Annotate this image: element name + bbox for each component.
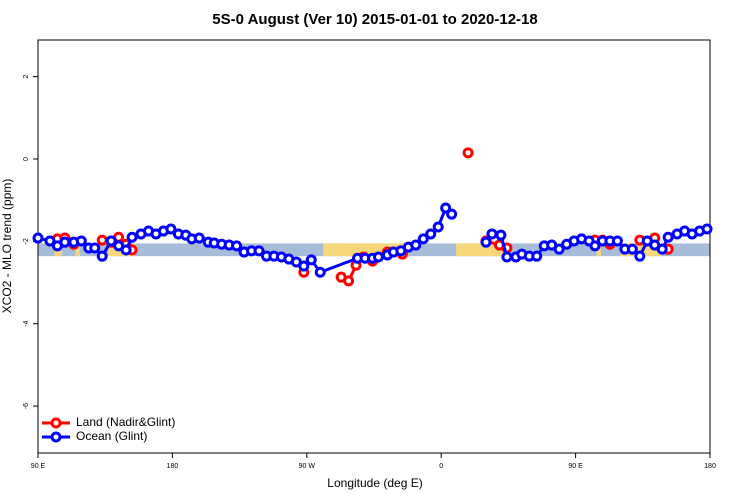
data-point (656, 243, 668, 255)
data-point (553, 243, 565, 255)
legend-label: Ocean (Glint) (76, 429, 147, 443)
data-point (495, 229, 507, 241)
data-point (75, 235, 87, 247)
y-axis-label: XCO2 - MLO trend (ppm) (0, 179, 14, 314)
legend-marker (50, 417, 62, 429)
x-axis-label: Longitude (deg E) (327, 476, 422, 490)
data-point (446, 208, 458, 220)
data-point (634, 250, 646, 262)
data-point (96, 250, 108, 262)
x-tick-label: 180 (704, 463, 716, 470)
x-tick-label: 90 E (568, 463, 583, 470)
data-point (120, 244, 132, 256)
data-point (298, 260, 310, 272)
data-point (96, 234, 108, 246)
data-point (314, 266, 326, 278)
x-tick-label: 0 (439, 463, 443, 470)
data-point (253, 245, 265, 257)
data-point (432, 221, 444, 233)
data-point (611, 235, 623, 247)
data-point (32, 232, 44, 244)
data-point (480, 236, 492, 248)
data-point (59, 236, 71, 248)
chart-title: 5S-0 August (Ver 10) 2015-01-01 to 2020-… (212, 11, 537, 28)
data-point (89, 242, 101, 254)
data-point (372, 251, 384, 263)
data-point (105, 235, 117, 247)
plot-frame (37, 39, 711, 454)
x-tick-label: 90 W (299, 463, 316, 470)
x-tick-label: 90 E (31, 463, 46, 470)
data-point (462, 147, 474, 159)
data-point (440, 202, 452, 214)
y-tick-label: -2 (23, 238, 30, 244)
data-point (531, 250, 543, 262)
data-point (410, 239, 422, 251)
legend-label: Land (Nadir&Glint) (76, 415, 175, 429)
data-point (626, 243, 638, 255)
y-tick-label: -6 (23, 403, 30, 409)
data-point (501, 251, 513, 263)
data-point (165, 223, 177, 235)
data-point (44, 235, 56, 247)
y-tick-label: 2 (23, 75, 30, 79)
land-band (75, 243, 80, 257)
data-point (126, 231, 138, 243)
data-point (305, 254, 317, 266)
y-tick-label: 0 (23, 157, 30, 161)
data-point (193, 232, 205, 244)
data-point (343, 275, 355, 287)
data-point (231, 240, 243, 252)
data-point (589, 240, 601, 252)
data-point (701, 223, 713, 235)
x-tick-label: 180 (167, 463, 179, 470)
y-tick-label: -4 (23, 320, 30, 326)
data-point (425, 228, 437, 240)
data-point (662, 231, 674, 243)
data-point (417, 233, 429, 245)
data-point (486, 228, 498, 240)
legend-marker (50, 431, 62, 443)
